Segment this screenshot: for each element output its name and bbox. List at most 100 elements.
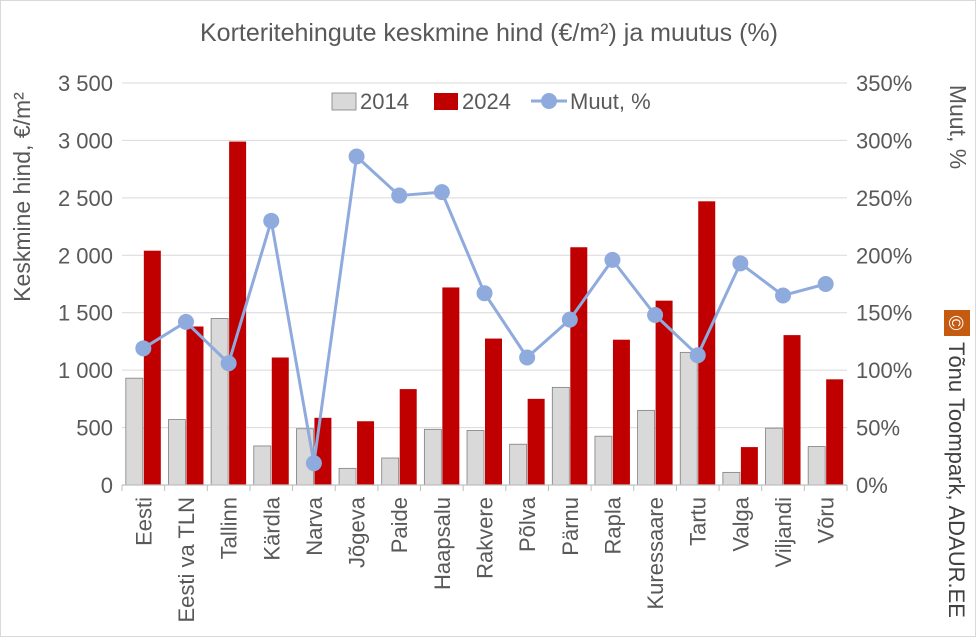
y-axis-label: Keskmine hind, €/m² bbox=[9, 92, 35, 302]
x-tick-label: Põlva bbox=[515, 496, 540, 552]
legend-marker-muut bbox=[541, 93, 557, 109]
point-muut bbox=[220, 355, 237, 372]
x-axis-ticks: Eesti Eesti va TLN Tallinn Kärdla Narva Jõgev… bbox=[121, 485, 848, 623]
point-muut bbox=[775, 287, 792, 304]
bar-2014 bbox=[807, 446, 826, 486]
y2-tick-label: 100% bbox=[856, 358, 912, 383]
point-muut bbox=[135, 340, 152, 357]
bar-2014 bbox=[253, 445, 272, 486]
bar-2024 bbox=[271, 357, 289, 485]
bars bbox=[125, 141, 844, 486]
bar-2014 bbox=[551, 386, 570, 486]
x-tick-label: Kuressaare bbox=[643, 497, 668, 610]
legend-swatch-2014 bbox=[331, 92, 357, 111]
bar-2024 bbox=[570, 247, 588, 485]
legend-label-2024: 2024 bbox=[462, 89, 511, 114]
point-muut bbox=[732, 255, 749, 272]
x-tick-label: Pärnu bbox=[558, 497, 583, 556]
copyright-symbol: © bbox=[944, 316, 966, 331]
bar-2014 bbox=[679, 351, 698, 486]
bar-2014 bbox=[466, 430, 485, 486]
x-tick-label: Eesti va TLN bbox=[174, 497, 199, 623]
bar-2024 bbox=[229, 141, 247, 485]
x-tick-label: Paide bbox=[387, 497, 412, 553]
bar-2024 bbox=[740, 447, 758, 485]
bar-2024 bbox=[186, 326, 204, 485]
y-tick-label: 3 000 bbox=[58, 128, 113, 153]
x-tick-label: Kärdla bbox=[259, 496, 284, 560]
y2-tick-label: 350% bbox=[856, 71, 912, 96]
x-tick-label: Rapla bbox=[600, 496, 625, 554]
bar-2024 bbox=[399, 389, 417, 485]
bar-2024 bbox=[143, 250, 161, 485]
bar-2024 bbox=[698, 201, 716, 485]
x-tick-label: Narva bbox=[302, 496, 327, 555]
bar-2024 bbox=[612, 339, 630, 485]
bar-2024 bbox=[783, 335, 801, 485]
y-tick-label: 1 500 bbox=[58, 301, 113, 326]
bar-2024 bbox=[826, 379, 844, 485]
y2-tick-label: 150% bbox=[856, 301, 912, 326]
legend-swatch-2024 bbox=[434, 93, 458, 110]
bar-2024 bbox=[527, 398, 545, 485]
bar-2014 bbox=[210, 318, 229, 486]
chart-title: Korteritehingute keskmine hind (€/m²) ja… bbox=[200, 19, 778, 47]
bar-2024 bbox=[655, 300, 673, 485]
y-axis-ticks: 0 500 1 000 1 500 2 000 2 500 3 000 3 500 bbox=[58, 71, 113, 498]
bar-2014 bbox=[509, 443, 528, 486]
point-muut bbox=[689, 347, 706, 364]
y-tick-label: 500 bbox=[76, 416, 113, 441]
y2-tick-label: 300% bbox=[856, 128, 912, 153]
y-tick-label: 0 bbox=[101, 473, 113, 498]
point-muut bbox=[348, 148, 365, 165]
y2-tick-label: 250% bbox=[856, 186, 912, 211]
x-tick-label: Eesti bbox=[131, 497, 156, 546]
bar-2024 bbox=[357, 421, 375, 485]
point-muut bbox=[817, 276, 834, 292]
bar-2014 bbox=[637, 409, 655, 486]
y-tick-label: 3 500 bbox=[58, 71, 113, 96]
copyright-icon bbox=[944, 310, 970, 336]
copyright-watermark: © Tõnu Toompark, ADAUR.EE bbox=[944, 306, 974, 630]
y2-axis-label: Muut, % bbox=[945, 85, 971, 169]
point-muut bbox=[476, 285, 493, 302]
point-muut bbox=[263, 212, 280, 229]
x-tick-label: Valga bbox=[728, 496, 753, 551]
bar-2014 bbox=[381, 457, 400, 486]
bar-2014 bbox=[125, 377, 144, 486]
y2-tick-label: 50% bbox=[856, 416, 900, 441]
x-tick-label: Tartu bbox=[686, 497, 711, 546]
x-tick-label: Viljandi bbox=[771, 497, 796, 568]
x-tick-label: Haapsalu bbox=[430, 497, 455, 590]
bar-2024 bbox=[485, 338, 502, 485]
y-tick-label: 2 000 bbox=[58, 243, 113, 268]
point-muut bbox=[391, 187, 408, 204]
y-tick-label: 1 000 bbox=[58, 358, 113, 383]
point-muut bbox=[561, 311, 578, 328]
y2-tick-label: 200% bbox=[856, 243, 912, 268]
legend: 2014 2024 Muut, % bbox=[331, 89, 651, 114]
y-tick-label: 2 500 bbox=[58, 186, 113, 211]
bar-2024 bbox=[442, 287, 460, 485]
legend-label-muut: Muut, % bbox=[570, 89, 651, 114]
point-muut bbox=[433, 184, 450, 201]
x-tick-label: Võru bbox=[814, 497, 839, 543]
bar-2014 bbox=[168, 419, 186, 486]
line-series bbox=[135, 148, 834, 472]
bar-2014 bbox=[423, 428, 442, 486]
y2-tick-label: 0% bbox=[856, 473, 888, 498]
point-muut bbox=[519, 349, 536, 366]
point-muut bbox=[604, 251, 621, 268]
x-tick-label: Rakvere bbox=[473, 497, 498, 579]
watermark-text: Tõnu Toompark, ADAUR.EE bbox=[944, 342, 969, 618]
point-muut bbox=[647, 307, 664, 324]
point-muut bbox=[305, 455, 322, 472]
bar-2014 bbox=[722, 471, 741, 486]
point-muut bbox=[177, 313, 194, 330]
legend-label-2014: 2014 bbox=[360, 89, 409, 114]
bar-2014 bbox=[338, 467, 357, 486]
x-tick-label: Jõgeva bbox=[345, 496, 370, 568]
x-tick-label: Tallinn bbox=[217, 497, 242, 559]
